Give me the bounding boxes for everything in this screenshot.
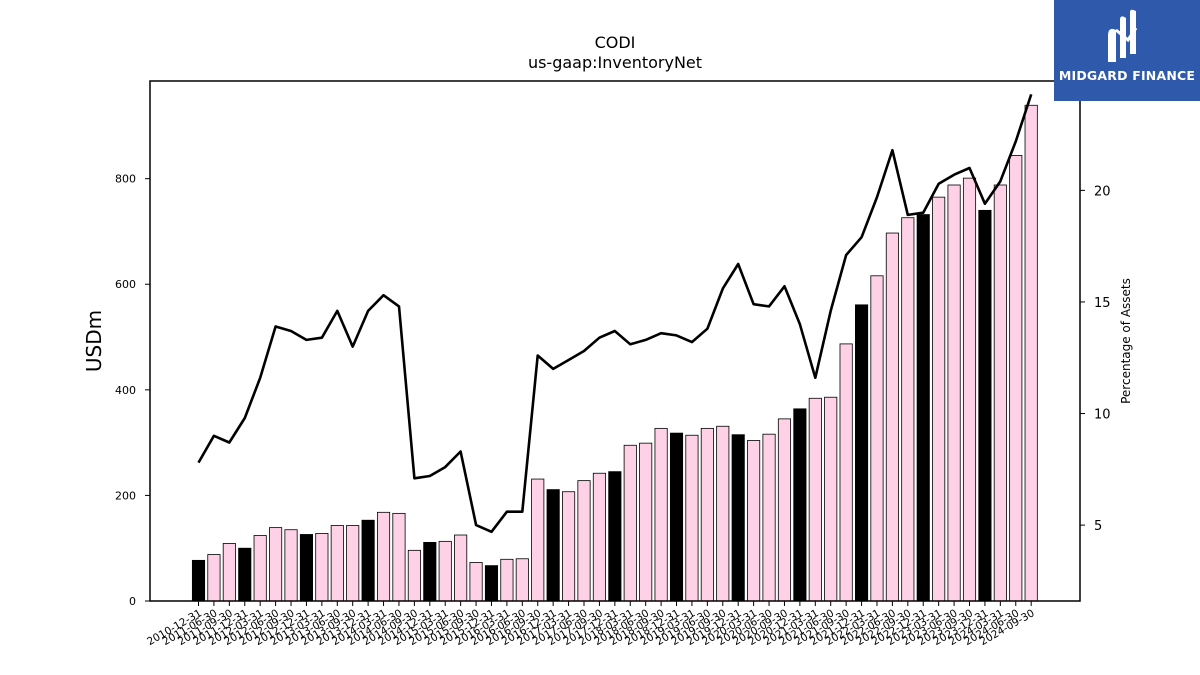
bar-2016-06-30 — [515, 558, 529, 602]
bar-2012-12-31 — [299, 534, 313, 602]
bar-2014-09-30 — [407, 549, 421, 602]
bar-2021-09-30 — [839, 343, 853, 602]
bar-2021-12-31 — [855, 304, 869, 602]
bar-2017-12-31 — [608, 471, 622, 602]
bar-2010-12-31 — [191, 559, 206, 602]
y2-tick-label: 15 — [1094, 296, 1111, 311]
bar-2014-12-31 — [423, 542, 437, 602]
y-axis-label: USDm — [82, 309, 106, 373]
bar-2024-03-31 — [993, 184, 1007, 602]
bar-2022-12-31 — [916, 214, 930, 602]
bar-2021-06-30 — [824, 396, 838, 602]
bar-2012-06-30 — [269, 527, 283, 602]
y-tick-label: 400 — [115, 384, 136, 397]
bar-2013-09-30 — [346, 525, 360, 602]
bar-2017-06-30 — [577, 480, 591, 602]
bar-2018-12-31 — [669, 432, 684, 602]
bar-2019-03-31 — [685, 434, 699, 602]
logo-icon — [1108, 9, 1138, 62]
bar-2022-06-30 — [885, 232, 899, 602]
bar-2020-09-30 — [777, 418, 792, 602]
y2-tick-label: 20 — [1094, 184, 1111, 199]
bar-2022-09-30 — [901, 217, 915, 602]
right-axis: 5 10 15 20 — [1080, 184, 1111, 534]
x-axis: 2010-12-312011-06-302011-09-302011-12-31… — [145, 601, 1037, 648]
bar-2018-06-30 — [639, 442, 653, 602]
y-tick-label: 600 — [115, 278, 136, 291]
bar-2020-03-31 — [747, 440, 761, 602]
bar-2015-06-30 — [454, 534, 468, 602]
percentage-line — [197, 93, 1033, 534]
bar-2023-09-30 — [962, 177, 977, 602]
bar-2014-03-31 — [376, 511, 391, 602]
bar-2019-12-31 — [731, 434, 745, 602]
y-tick-label: 200 — [115, 489, 136, 502]
bar-2016-12-31 — [546, 489, 560, 602]
brand-logo: MIDGARD FINANCE — [1054, 0, 1200, 101]
bar-2015-03-31 — [438, 540, 452, 602]
y2-tick-label: 10 — [1094, 408, 1111, 423]
bar-2013-06-30 — [330, 525, 344, 602]
bar-2020-06-30 — [762, 433, 776, 602]
bar-2016-09-30 — [531, 478, 545, 602]
chart-subtitle: us-gaap:InventoryNet — [527, 53, 703, 72]
logo-text: MIDGARD FINANCE — [1058, 68, 1196, 83]
bar-2018-03-31 — [623, 444, 637, 602]
bar-2014-06-30 — [392, 512, 406, 602]
bar-2012-09-30 — [284, 529, 298, 602]
line-group — [197, 93, 1033, 534]
chart-title: CODI — [594, 33, 636, 52]
bar-2015-12-31 — [484, 565, 499, 602]
y2-tick-label: 5 — [1094, 519, 1102, 534]
bar-2019-06-30 — [700, 427, 714, 602]
bar-2018-09-30 — [654, 427, 668, 602]
bar-2023-06-30 — [947, 184, 961, 602]
left-axis: 0 200 400 600 800 — [115, 173, 150, 608]
bar-2013-12-31 — [361, 519, 375, 602]
bar-2011-12-31 — [238, 547, 252, 602]
y2-axis-label: Percentage of Assets — [1119, 278, 1133, 404]
bar-2016-03-31 — [500, 558, 514, 602]
bar-2024-06-30 — [1009, 155, 1023, 602]
bar-2017-09-30 — [592, 472, 606, 602]
bar-2017-03-31 — [562, 491, 576, 602]
bar-2023-12-31 — [978, 209, 992, 602]
bar-2011-09-30 — [222, 543, 236, 602]
y-tick-label: 0 — [129, 595, 136, 608]
bar-2023-03-31 — [932, 196, 946, 602]
bar-2020-12-31 — [793, 408, 807, 602]
bar-2021-03-31 — [808, 397, 822, 602]
bar-2012-03-31 — [253, 535, 267, 602]
bar-2022-03-31 — [870, 275, 884, 602]
bar-2019-09-30 — [716, 425, 730, 602]
bar-2024-09-30 — [1024, 104, 1038, 602]
y-tick-label: 800 — [115, 173, 136, 186]
bar-2013-03-31 — [315, 533, 329, 602]
bar-group — [191, 104, 1038, 602]
bar-2011-06-30 — [207, 554, 221, 602]
bar-2015-09-30 — [469, 562, 483, 602]
